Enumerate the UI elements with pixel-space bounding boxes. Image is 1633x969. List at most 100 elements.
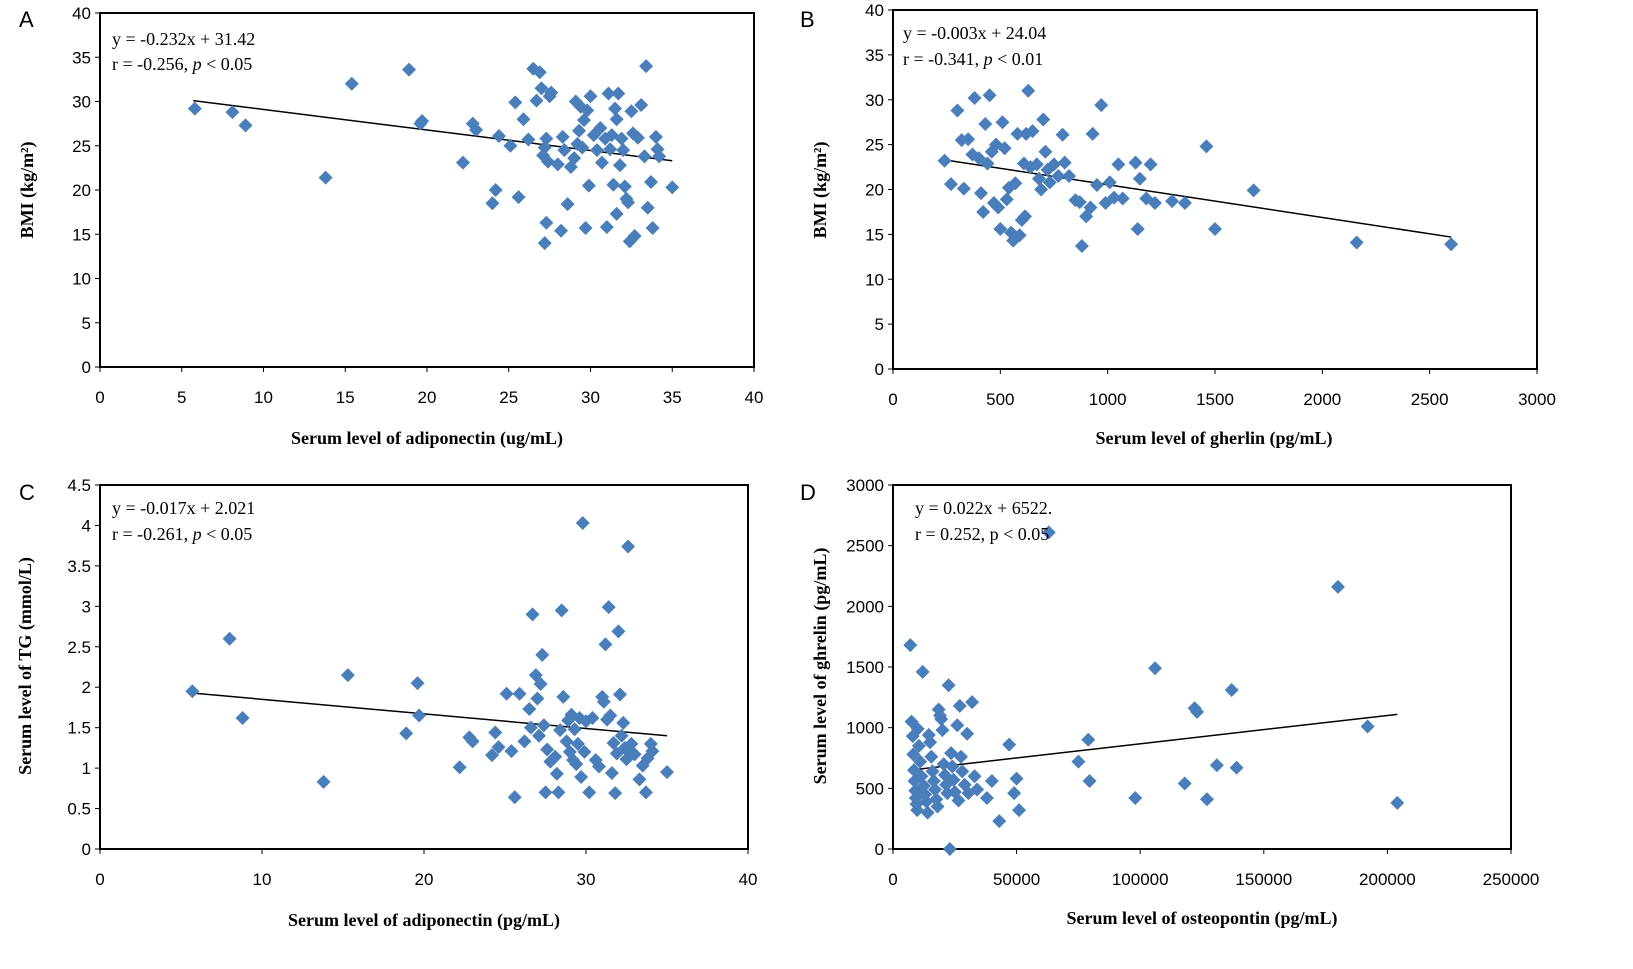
data-point: [554, 603, 569, 618]
equation-c: y = -0.017x + 2.021: [112, 498, 255, 518]
data-point: [499, 686, 514, 701]
data-point: [992, 814, 1007, 829]
data-point: [609, 112, 624, 127]
data-point: [1072, 195, 1087, 210]
data-point: [412, 708, 427, 723]
stat-d: r = 0.252, p < 0.05: [915, 524, 1049, 544]
data-point: [1034, 182, 1049, 197]
data-point: [926, 774, 941, 789]
data-point: [1083, 200, 1098, 215]
data-point: [511, 190, 526, 205]
y-tick-label: 15: [865, 225, 884, 244]
y-tick-label: 20: [72, 181, 91, 200]
data-point: [570, 736, 585, 751]
data-point: [993, 221, 1008, 236]
panel-a: A 0 5 10 15 20 25 30 35 40 0 5 10 15 20 25 30 35 40 y = …: [17, 4, 763, 449]
y-tick-label: 4: [82, 516, 91, 535]
data-point: [616, 715, 631, 730]
trendline-layer-d: [910, 713, 1398, 771]
y-tick-label: 30: [865, 91, 884, 110]
data-point: [916, 778, 931, 793]
data-point: [616, 143, 631, 158]
data-point: [995, 115, 1010, 130]
x-tick-label: 15: [336, 388, 355, 407]
data-point: [536, 718, 551, 733]
data-point: [1128, 791, 1143, 806]
data-point: [603, 708, 618, 723]
data-point: [601, 600, 616, 615]
x-tick-label: 3000: [1518, 390, 1556, 409]
data-point: [583, 89, 598, 104]
x-tick-label: 0: [888, 870, 897, 889]
y-tick-label: 40: [865, 1, 884, 20]
data-point: [1042, 175, 1057, 190]
data-point: [951, 793, 966, 808]
data-point: [965, 695, 980, 710]
data-point: [410, 676, 425, 691]
y-tick-label: 0: [82, 358, 91, 377]
x-tick-label: 2000: [1303, 390, 1341, 409]
x-tick-label: 40: [745, 388, 764, 407]
data-point: [979, 791, 994, 806]
y-axis-title-b: BMI (kg/m²): [810, 142, 831, 239]
data-point: [928, 782, 943, 797]
y-ticks-d: 0 500 1000 1500 2000 2500 3000: [846, 476, 893, 859]
y-axis-title-a: BMI (kg/m²): [17, 142, 38, 239]
data-point: [491, 129, 506, 144]
data-point: [976, 204, 991, 219]
data-point: [1085, 126, 1100, 141]
trendline-layer-b: [944, 159, 1452, 238]
data-point: [1081, 732, 1096, 747]
data-point: [1209, 758, 1224, 773]
data-point: [1199, 792, 1214, 807]
data-point: [577, 744, 592, 759]
data-point: [634, 98, 649, 113]
data-point: [567, 722, 582, 737]
data-point: [567, 151, 582, 166]
data-point: [340, 668, 355, 683]
data-point: [638, 785, 653, 800]
data-point: [557, 143, 572, 158]
plot-area-c: [99, 484, 749, 850]
data-point: [344, 76, 359, 91]
data-point: [1082, 774, 1097, 789]
x-tick-label: 30: [577, 870, 596, 889]
panel-b: B 0 5 10 15 20 25 30 35 40 0 500 1000 1500 2000 2500 3…: [800, 1, 1556, 449]
x-tick-label: 10: [254, 388, 273, 407]
x-tick-label: 0: [888, 390, 897, 409]
data-point: [593, 121, 608, 136]
data-point: [469, 122, 484, 137]
data-point: [608, 101, 623, 116]
data-point: [549, 766, 564, 781]
data-point: [544, 85, 559, 100]
data-point: [934, 712, 949, 727]
data-point: [984, 774, 999, 789]
data-point: [1025, 124, 1040, 139]
data-point: [569, 757, 584, 772]
data-point: [1147, 195, 1162, 210]
data-point: [553, 723, 568, 738]
data-point: [640, 200, 655, 215]
plot-area-b: [892, 9, 1538, 370]
data-point: [1177, 776, 1192, 791]
y-ticks-a: 0 5 10 15 20 25 30 35 40: [72, 4, 100, 377]
data-point: [935, 723, 950, 738]
data-point: [1102, 175, 1117, 190]
stat-c: r = -0.261, p < 0.05: [112, 524, 252, 544]
stat-b: r = -0.341, p < 0.01: [903, 49, 1043, 69]
x-tick-label: 0: [95, 388, 104, 407]
data-point: [535, 647, 550, 662]
y-tick-label: 40: [72, 4, 91, 23]
x-tick-label: 150000: [1235, 870, 1292, 889]
data-point: [1128, 155, 1143, 170]
trendline: [944, 159, 1452, 238]
data-point: [1177, 195, 1192, 210]
data-point: [537, 140, 552, 155]
data-point: [946, 772, 961, 787]
data-point: [911, 738, 926, 753]
data-point: [1132, 171, 1147, 186]
data-point: [601, 86, 616, 101]
data-point: [637, 149, 652, 164]
data-point: [539, 215, 554, 230]
data-point: [606, 736, 621, 751]
